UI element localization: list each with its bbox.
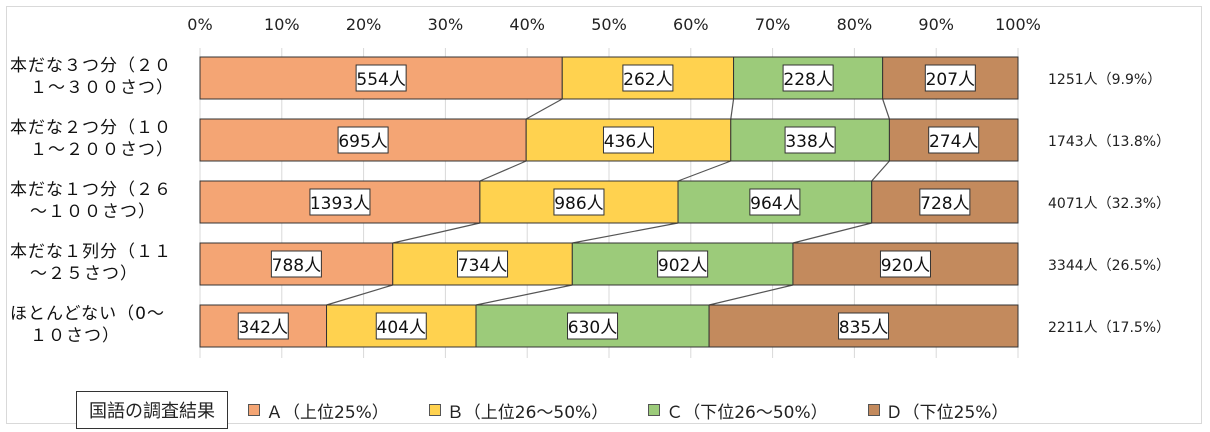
connector-line	[708, 284, 794, 306]
x-tick-label: 0%	[187, 15, 212, 34]
total-label: 1251人（9.9%）	[1048, 72, 1161, 88]
data-label-box	[928, 126, 980, 154]
connector-line	[392, 222, 481, 244]
data-label: 554人	[356, 70, 405, 90]
legend-label-d: Ｄ（下位25%）	[885, 402, 1009, 423]
x-tick-label: 60%	[673, 15, 709, 34]
legend-swatch-a	[248, 404, 260, 416]
data-label: 728人	[920, 194, 969, 214]
legend-item-a: Ａ（上位25%）	[248, 398, 389, 423]
data-label-box	[924, 64, 976, 92]
chart-frame	[6, 6, 1202, 424]
connector-line	[882, 98, 890, 120]
legend-item-c: Ｃ（下位26～50%）	[648, 398, 828, 423]
connector-line	[871, 160, 890, 182]
legend-title: 国語の調査結果	[76, 391, 228, 429]
x-tick-label: 20%	[346, 15, 382, 34]
data-label: 436人	[604, 132, 653, 152]
legend-label-a: Ａ（上位25%）	[266, 402, 389, 423]
legend-label-b: Ｂ（上位26～50%）	[446, 402, 609, 423]
connector-line	[479, 160, 527, 182]
data-label: 695人	[338, 132, 387, 152]
x-tick-label: 10%	[264, 15, 300, 34]
data-label: 404人	[377, 318, 426, 338]
connector-line	[792, 222, 872, 244]
legend-item-d: Ｄ（下位25%）	[867, 398, 1009, 423]
total-label: 4071人（32.3%）	[1048, 196, 1170, 212]
data-label-box	[355, 64, 407, 92]
category-label: １～３００さつ）	[30, 78, 174, 98]
data-label: 964人	[750, 194, 799, 214]
data-label-box	[657, 250, 709, 278]
data-label-box	[237, 312, 289, 340]
legend-label-c: Ｃ（下位26～50%）	[666, 402, 828, 423]
data-label: 788人	[272, 256, 321, 276]
x-tick-label: 90%	[918, 15, 954, 34]
bar-segment	[730, 118, 890, 162]
x-tick-label: 100%	[995, 15, 1041, 34]
data-label-box	[375, 312, 427, 340]
category-label: 本だな１列分（１１	[10, 242, 172, 262]
data-label: 207人	[926, 70, 975, 90]
data-label: 630人	[568, 318, 617, 338]
data-label-box	[782, 64, 834, 92]
category-label: ～２５さつ）	[30, 264, 138, 284]
connector-line	[475, 284, 573, 306]
x-tick-label: 40%	[509, 15, 545, 34]
data-label-box	[309, 188, 371, 216]
data-label-box	[838, 312, 890, 340]
category-label: １～２００さつ）	[30, 140, 174, 160]
data-label-box	[553, 188, 605, 216]
x-tick-label: 70%	[755, 15, 791, 34]
data-label-box	[457, 250, 509, 278]
category-label: 本だな３つ分（２０	[10, 56, 172, 76]
data-label-box	[337, 126, 389, 154]
connector-line	[730, 98, 735, 120]
data-label-box	[567, 312, 619, 340]
connector-line	[326, 284, 393, 306]
connector-line	[525, 98, 563, 120]
data-label-box	[622, 64, 674, 92]
x-tick-label: 80%	[837, 15, 873, 34]
data-label: 902人	[658, 256, 707, 276]
legend-item-b: Ｂ（上位26～50%）	[428, 398, 609, 423]
category-label: ほとんどない（0～	[10, 304, 165, 324]
data-label: 274人	[929, 132, 978, 152]
total-label: 2211人（17.5%）	[1048, 320, 1170, 336]
connector-line	[677, 160, 731, 182]
total-label: 1743人（13.8%）	[1048, 134, 1170, 150]
legend-swatch-b	[428, 404, 441, 416]
bar-segment	[571, 242, 794, 286]
data-label: 342人	[239, 318, 288, 338]
category-label: 本だな１つ分（２６	[10, 180, 172, 200]
data-label: 262人	[623, 70, 672, 90]
category-label: １０さつ）	[30, 326, 120, 346]
category-label: 本だな２つ分（１０	[10, 118, 172, 138]
data-label-box	[879, 250, 931, 278]
data-label-box	[784, 126, 836, 154]
data-label-box	[749, 188, 801, 216]
bar-segment	[199, 242, 394, 286]
data-label: 920人	[881, 256, 930, 276]
data-label: 835人	[839, 318, 888, 338]
data-label-box	[270, 250, 322, 278]
data-label-box	[602, 126, 654, 154]
legend-swatch-c	[648, 404, 661, 416]
legend-swatch-d	[867, 404, 880, 416]
x-tick-label: 30%	[428, 15, 464, 34]
data-label-box	[919, 188, 971, 216]
data-label: 734人	[458, 256, 507, 276]
data-label: 228人	[783, 70, 832, 90]
legend: 国語の調査結果 Ａ（上位25%） Ｂ（上位26～50%） Ｃ（下位26～50%）…	[76, 390, 1048, 430]
data-label: 1393人	[310, 194, 370, 214]
data-label: 986人	[554, 194, 603, 214]
category-label: ～１００さつ）	[30, 202, 156, 222]
connector-line	[572, 222, 679, 244]
x-tick-label: 50%	[591, 15, 627, 34]
data-label: 338人	[785, 132, 834, 152]
total-label: 3344人（26.5%）	[1048, 258, 1170, 274]
